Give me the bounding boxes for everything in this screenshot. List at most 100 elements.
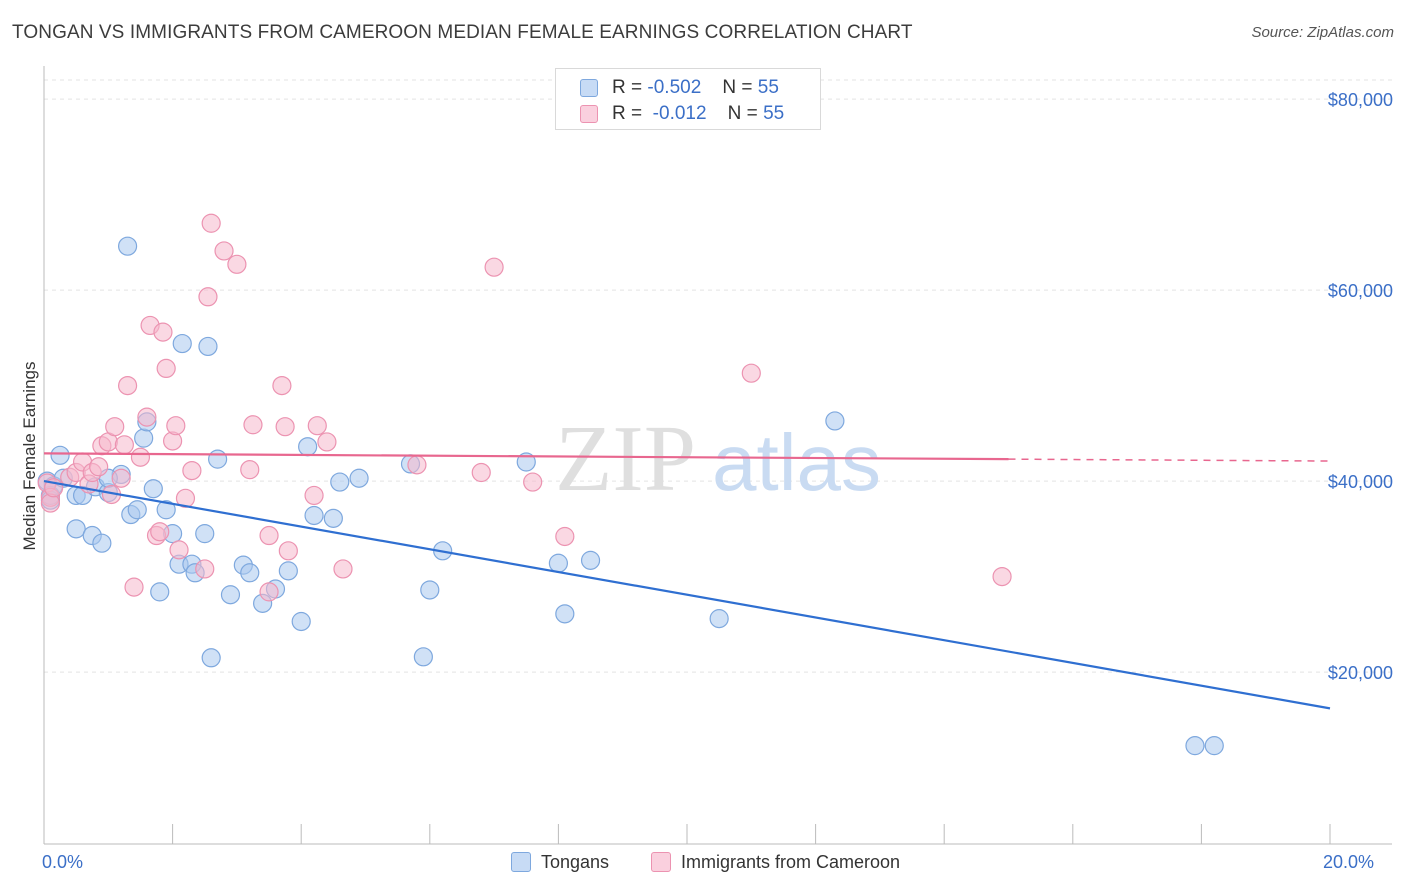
cameroon-point: [89, 457, 109, 477]
cameroon-point: [198, 287, 218, 307]
cameroon-point: [272, 376, 292, 396]
data-points: [37, 213, 1224, 756]
cameroon-point: [137, 407, 157, 427]
legend-r-label: R =: [612, 77, 643, 98]
cameroon-point: [278, 541, 298, 561]
cameroon-point: [201, 213, 221, 233]
tongans-point: [1185, 736, 1205, 756]
legend-n-value: 55: [757, 77, 779, 98]
tongans-point: [156, 500, 176, 520]
cameroon-point: [166, 416, 186, 436]
legend-r-label: R =: [612, 103, 643, 124]
cameroon-point: [471, 462, 491, 483]
tongans-point: [304, 505, 324, 526]
tongans-point: [198, 336, 218, 357]
legend-swatch-cameroon: [580, 105, 598, 123]
cameroon-point: [117, 376, 138, 396]
cameroon-point: [175, 488, 196, 508]
cameroon-point: [741, 363, 761, 383]
tongans-point: [201, 648, 221, 668]
cameroon-trend-line: [43, 452, 1009, 461]
cameroon-point: [333, 559, 353, 579]
legend-n-label: N =: [727, 103, 758, 124]
tongans-point: [580, 550, 601, 570]
tongans-point: [516, 452, 536, 472]
tongans-point: [298, 437, 318, 457]
bottom-legend-label-tongans: Tongans: [541, 852, 610, 872]
tongans-point: [143, 479, 163, 499]
cameroon-point: [111, 468, 131, 488]
stats-legend: R = -0.502 N = 55 R = -0.012 N = 55: [555, 68, 821, 130]
tongans-point: [1204, 736, 1224, 756]
tongans-point: [208, 449, 228, 469]
tongans-point: [330, 472, 350, 492]
bottom-legend-label-cameroon: Immigrants from Cameroon: [681, 852, 901, 872]
tongans-point: [240, 563, 260, 583]
cameroon-point: [555, 526, 575, 547]
tongans-point: [323, 508, 343, 528]
cameroon-point: [105, 417, 125, 437]
legend-r-value: -0.502: [647, 77, 702, 98]
tongans-point: [291, 611, 311, 632]
tongans-point: [50, 445, 70, 465]
tongans-point: [117, 236, 138, 256]
cameroon-point: [150, 522, 170, 542]
tongans-point: [127, 500, 147, 520]
cameroon-point: [317, 432, 337, 452]
x-tick-label-max: 20.0%: [1323, 852, 1375, 872]
cameroon-point: [484, 257, 504, 277]
legend-n-value: 55: [763, 103, 785, 124]
tongans-point: [195, 524, 215, 544]
tongans-point: [172, 333, 192, 354]
tongans-point: [92, 533, 112, 553]
cameroon-point: [407, 455, 427, 475]
cameroon-point: [130, 447, 151, 467]
cameroon-point: [182, 460, 202, 481]
grid-lines: [44, 79, 1392, 673]
cameroon-point: [114, 435, 134, 455]
watermark: ZIP atlas: [555, 407, 881, 511]
source-label: Source: ZipAtlas.com: [1251, 24, 1394, 41]
cameroon-point: [243, 415, 263, 435]
cameroon-point: [156, 358, 176, 379]
watermark-zip: ZIP: [555, 407, 696, 511]
tongans-point: [134, 428, 154, 448]
cameroon-point: [992, 566, 1012, 587]
bottom-legend-swatch-tongans: [511, 852, 531, 872]
chart-title: TONGAN VS IMMIGRANTS FROM CAMEROON MEDIA…: [12, 22, 913, 43]
trend-lines: [43, 452, 1331, 710]
tongans-point: [349, 468, 369, 488]
y-tick-label: $80,000: [1328, 90, 1393, 110]
tongans-point: [825, 411, 845, 431]
legend-r-value: -0.012: [652, 103, 707, 124]
cameroon-point: [275, 417, 295, 437]
cameroon-point: [214, 241, 234, 261]
cameroon-trend-extension: [1008, 458, 1331, 462]
cameroon-point: [307, 416, 327, 436]
cameroon-point: [259, 525, 279, 546]
cameroon-point: [169, 540, 189, 560]
bottom-legend-swatch-cameroon: [651, 852, 671, 872]
legend-swatch-tongans: [580, 79, 598, 97]
tongans-point: [709, 609, 729, 629]
watermark-atlas: atlas: [712, 418, 881, 507]
tongans-trend-line: [43, 480, 1331, 710]
bottom-legend-cameroon: Immigrants from Cameroon: [651, 852, 900, 873]
tongans-point: [420, 580, 440, 600]
cameroon-point: [304, 485, 324, 506]
cameroon-point: [227, 254, 247, 274]
tongans-point: [150, 582, 170, 602]
tongans-point: [66, 519, 86, 539]
y-tick-label: $40,000: [1328, 472, 1393, 492]
cameroon-point: [259, 582, 279, 602]
tongans-point: [555, 604, 575, 624]
tongans-point: [548, 553, 569, 573]
tongans-point: [220, 585, 241, 605]
cameroon-point: [124, 577, 144, 597]
y-tick-label: $60,000: [1328, 281, 1393, 301]
y-tick-label: $20,000: [1328, 663, 1393, 683]
tick-labels: $20,000 $40,000 $60,000 $80,000: [1328, 90, 1393, 683]
cameroon-point: [195, 559, 215, 579]
axes: [43, 66, 1392, 845]
tongans-point: [413, 647, 433, 667]
